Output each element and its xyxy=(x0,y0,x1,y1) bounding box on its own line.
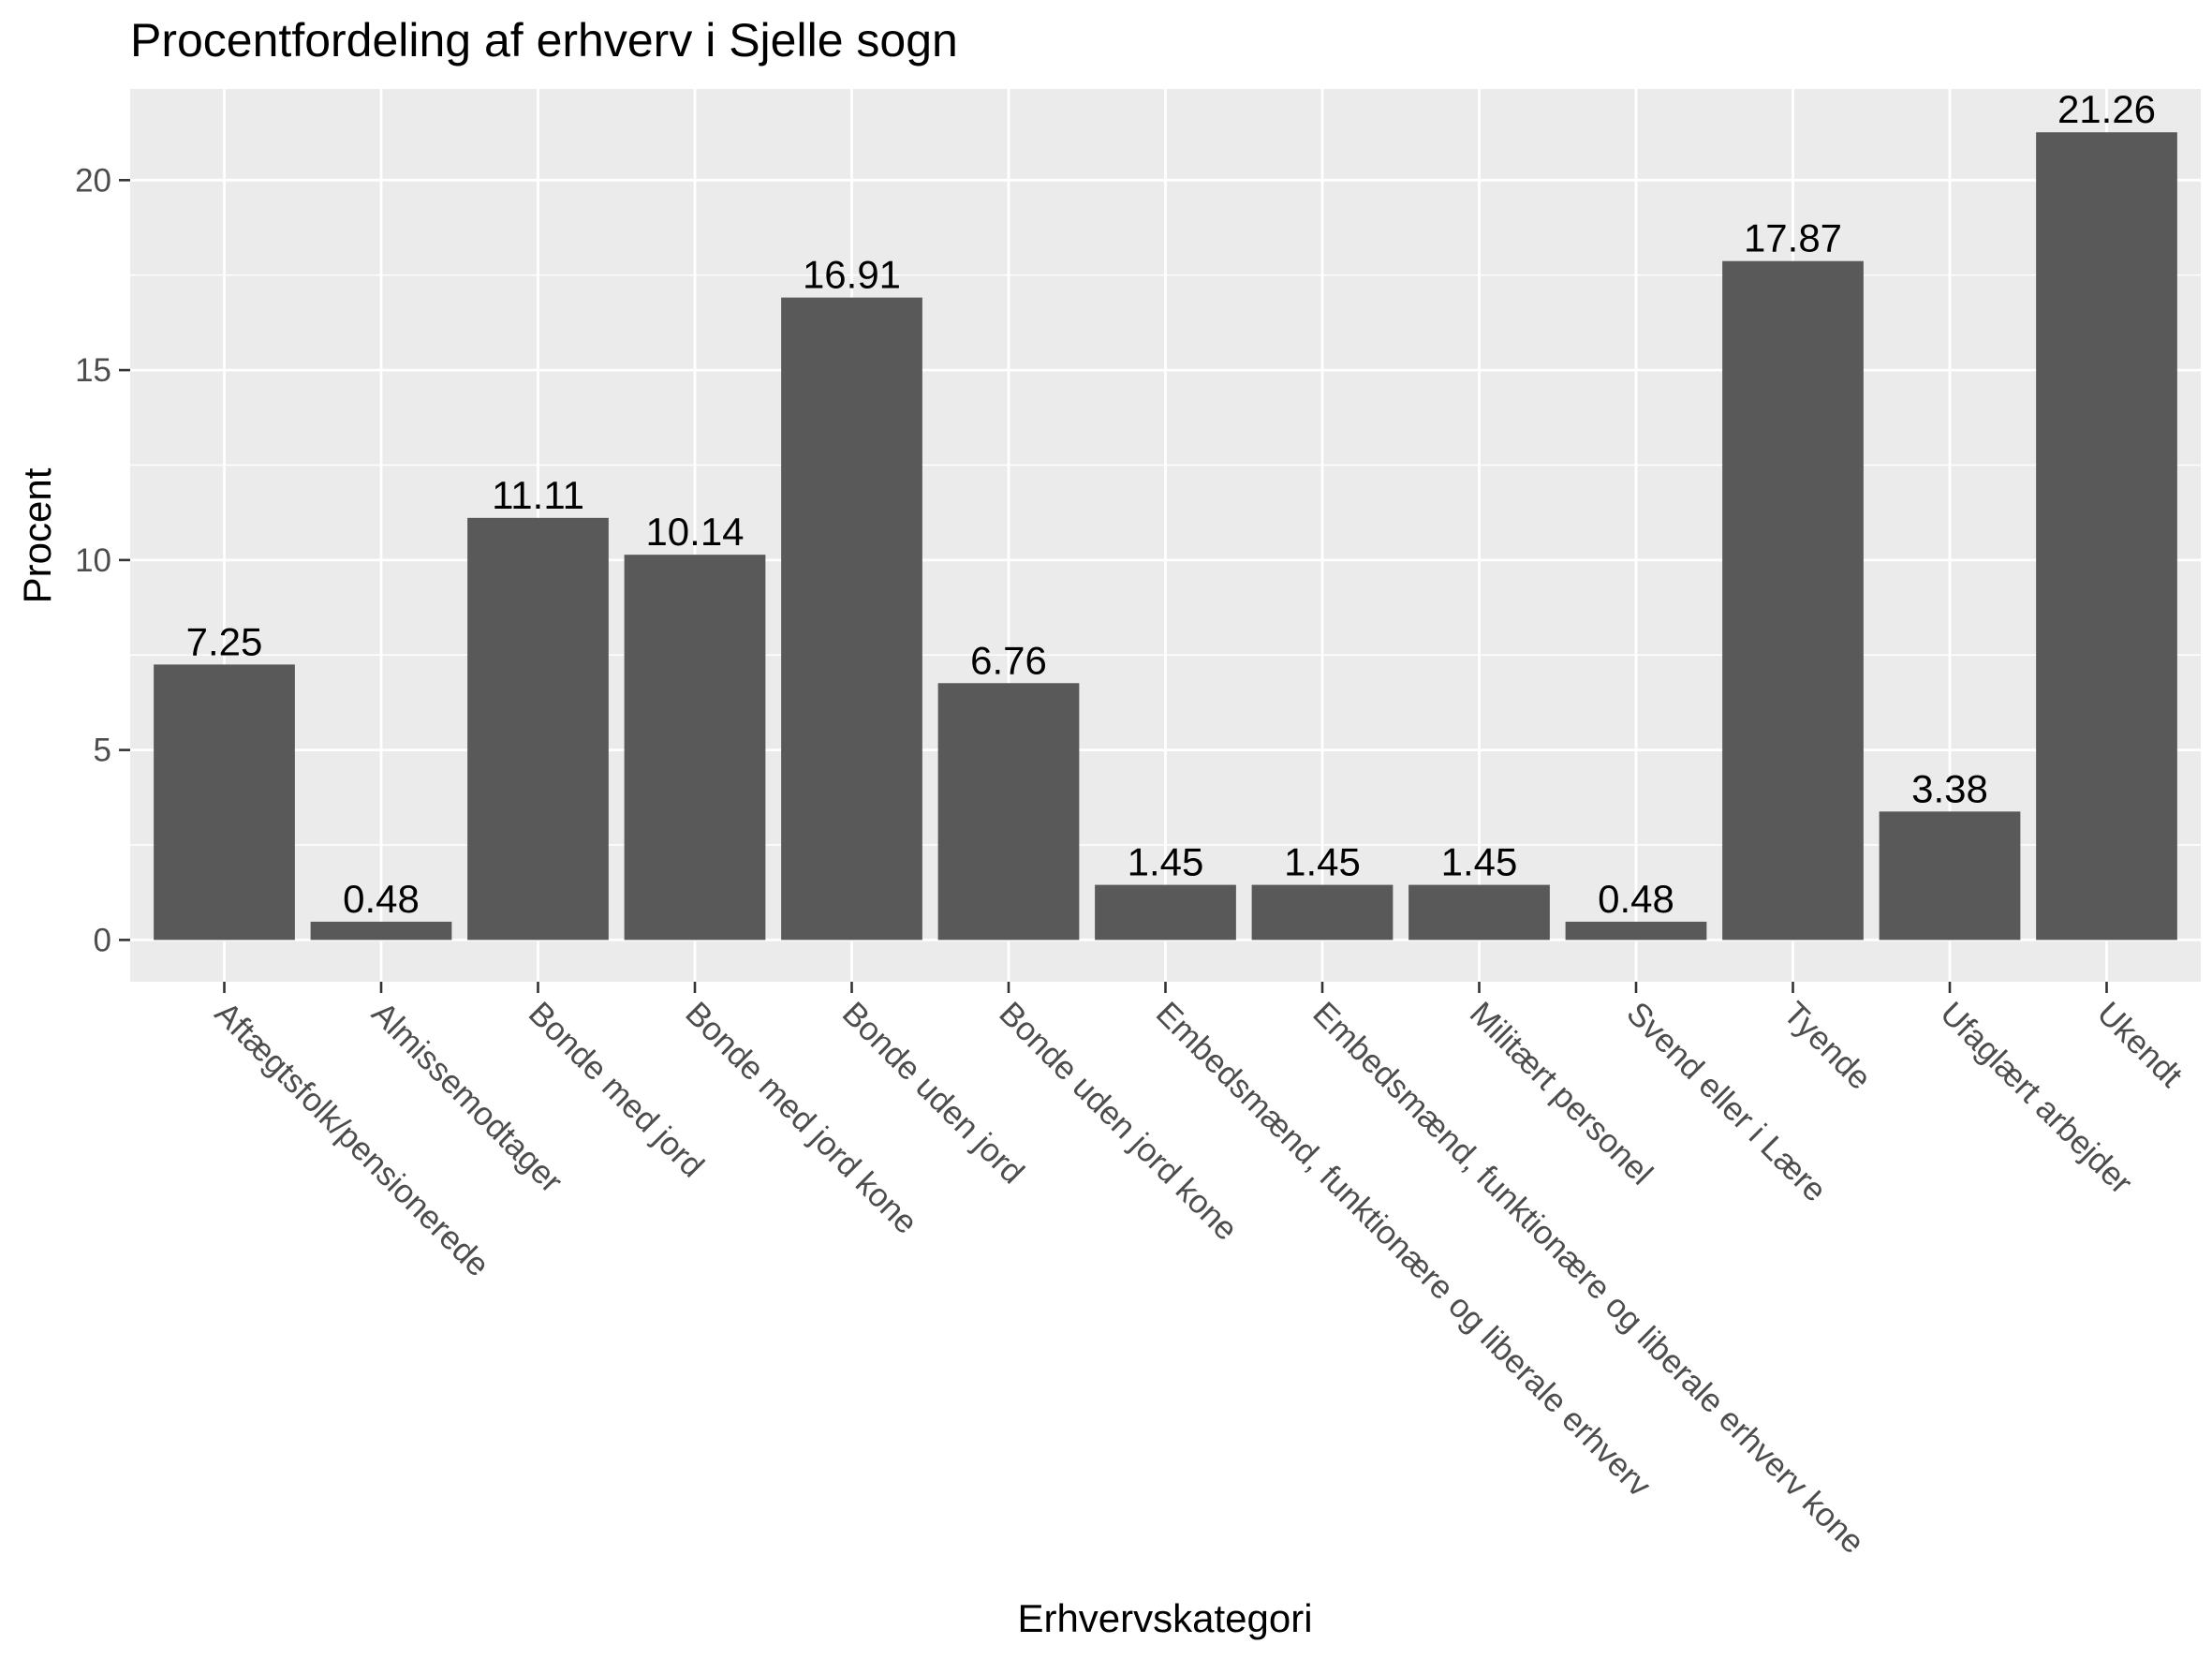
bar xyxy=(1879,811,2021,941)
bar xyxy=(624,555,766,941)
bar-value-label: 1.45 xyxy=(1441,840,1518,884)
bar-value-label: 6.76 xyxy=(970,638,1047,682)
bar-value-label: 17.87 xyxy=(1744,216,1842,260)
bar-value-label: 21.26 xyxy=(2057,87,2156,131)
bar-value-label: 16.91 xyxy=(803,253,901,297)
y-axis-title: Procent xyxy=(15,467,59,603)
y-tick-label: 10 xyxy=(75,542,111,579)
bar-value-label: 11.11 xyxy=(492,473,584,517)
bar-value-label: 0.48 xyxy=(343,877,420,921)
bar-value-label: 7.25 xyxy=(186,619,263,663)
x-tick-label: Ukendt xyxy=(2090,995,2190,1094)
bar-value-label: 0.48 xyxy=(1598,877,1674,921)
bar xyxy=(1095,884,1236,941)
bar xyxy=(1251,884,1394,941)
bar-value-label: 3.38 xyxy=(1911,766,1988,810)
bar xyxy=(1722,260,1864,941)
y-tick-label: 5 xyxy=(94,733,111,769)
bar xyxy=(154,664,295,941)
bar xyxy=(1565,921,1707,941)
x-axis: Aftægtsfolk/pensioneredeAlmissemodtagerB… xyxy=(208,982,2190,1561)
x-tick-label: Aftægtsfolk/pensionerede xyxy=(208,995,496,1283)
bar xyxy=(467,517,609,941)
bar xyxy=(1408,884,1550,941)
bars xyxy=(154,132,2177,941)
x-tick-label: Embedsmænd, funktionære og liberale erhv… xyxy=(1305,995,1871,1561)
bar-value-label: 1.45 xyxy=(1284,840,1361,884)
bar xyxy=(2036,132,2177,941)
bar-value-label: 1.45 xyxy=(1128,840,1204,884)
y-tick-label: 20 xyxy=(75,162,111,199)
bar xyxy=(310,921,452,941)
y-tick-label: 0 xyxy=(94,922,111,958)
y-tick-label: 15 xyxy=(75,352,111,389)
x-axis-title: Erhvervskategori xyxy=(1017,1596,1312,1640)
bar xyxy=(937,683,1080,941)
bar-value-labels: 7.25 0.48 11.11 10.14 16.91 6.76 1.45 1.45 1.45 0… xyxy=(186,87,2156,921)
x-tick-label: Tyende xyxy=(1777,995,1879,1097)
chart-title: Procentfordeling af erhverv i Sjelle sog… xyxy=(130,14,958,67)
bar-value-label: 10.14 xyxy=(645,510,744,554)
bar xyxy=(781,297,922,941)
y-axis: 0 5 10 15 20 xyxy=(75,162,130,958)
